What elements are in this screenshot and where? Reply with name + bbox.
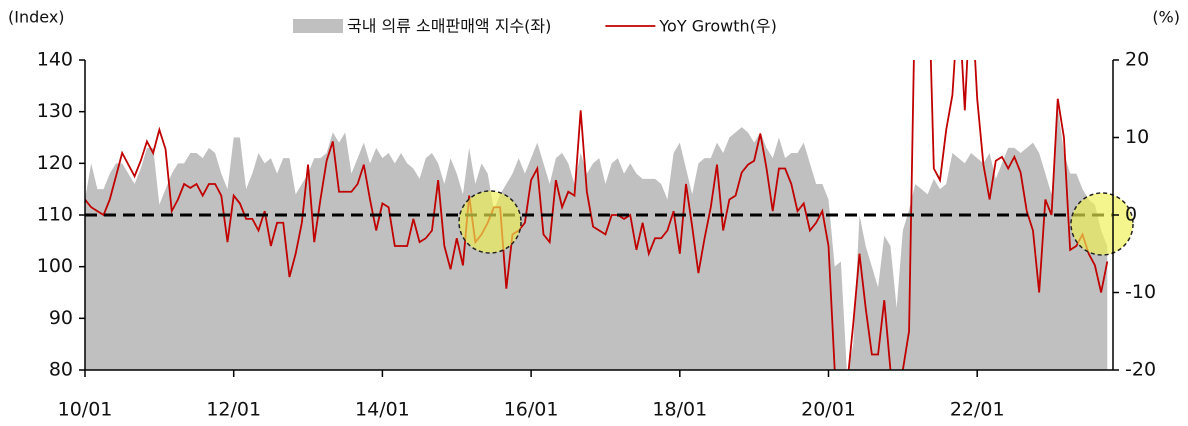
y2-axis-title: (%) xyxy=(1152,8,1180,27)
legend-label: 국내 의류 소매판매액 지수(좌) xyxy=(347,17,551,36)
overlay: 80 90 100 110 120 130 140 -20 -10 0 10 20 10/01 12/01… xyxy=(37,17,1156,421)
y-tick-label: 90 xyxy=(49,307,73,329)
x-tick-label: 14/01 xyxy=(355,399,410,421)
x-tick-label: 12/01 xyxy=(206,399,261,421)
y-tick-label: 100 xyxy=(37,255,73,277)
x-tick-label: 16/01 xyxy=(504,399,559,421)
y2-tick-label: 20 xyxy=(1125,49,1149,71)
y-tick-label: 110 xyxy=(37,204,73,226)
x-tick-label: 18/01 xyxy=(652,399,707,421)
x-tick-label: 10/01 xyxy=(58,399,113,421)
x-tick-label: 20/01 xyxy=(801,399,856,421)
plot-area xyxy=(85,60,1109,370)
highlight-circle xyxy=(458,190,522,254)
y-axis-title: (Index) xyxy=(8,8,65,27)
y-tick-label: 140 xyxy=(37,49,73,71)
y2-tick-label: 0 xyxy=(1125,204,1137,226)
y-tick-label: 130 xyxy=(37,100,73,122)
highlight-circle xyxy=(1070,192,1134,256)
y-tick-label: 120 xyxy=(37,152,73,174)
y-tick-label: 80 xyxy=(49,359,73,381)
legend-label: YoY Growth(우) xyxy=(658,17,776,36)
x-tick-label: 22/01 xyxy=(950,399,1005,421)
y2-tick-label: 10 xyxy=(1125,126,1149,148)
legend-swatch xyxy=(293,19,343,33)
area xyxy=(85,106,1108,370)
line xyxy=(85,60,1109,370)
y2-tick-label: -10 xyxy=(1125,281,1156,303)
y2-tick-label: -20 xyxy=(1125,359,1156,381)
